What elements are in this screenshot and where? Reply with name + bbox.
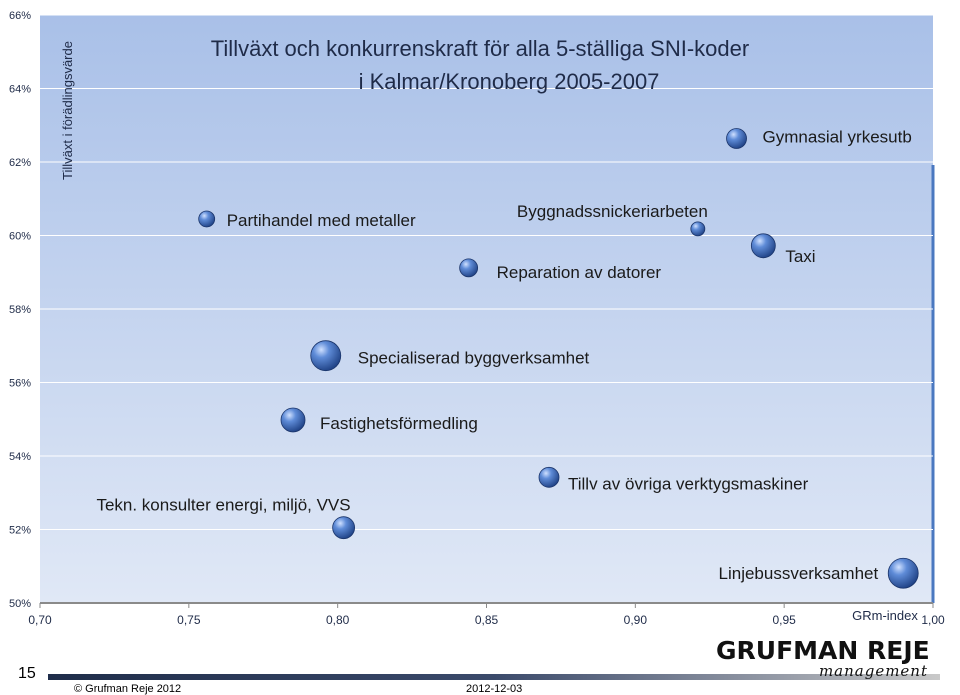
y-tick-label: 50%: [9, 598, 31, 610]
x-tick-label: 0,95: [772, 613, 796, 627]
company-logo: GRUFMAN REJE management: [716, 636, 946, 680]
scatter-chart: 50% 52% 54% 56% 58% 60% 62% 64% 66% 0,70 0,75 0,80 0…: [9, 10, 945, 627]
x-tick-label: 0,80: [326, 613, 350, 627]
y-tick-label: 52%: [9, 525, 31, 537]
data-point: [310, 340, 342, 372]
data-label: Partihandel med metaller: [227, 211, 416, 230]
y-tick-label: 62%: [9, 157, 31, 169]
data-point: [198, 210, 216, 228]
slide-number: 15: [18, 665, 36, 682]
footer-date: 2012-12-03: [466, 683, 523, 695]
data-point: [726, 128, 747, 149]
data-point: [538, 466, 560, 488]
data-point: [332, 516, 356, 540]
x-tick-label: 1,00: [921, 613, 945, 627]
data-label: Byggnadssnickeriarbeten: [517, 202, 708, 221]
grid-lines: [40, 14, 933, 530]
axes: 50% 52% 54% 56% 58% 60% 62% 64% 66% 0,70 0,75 0,80 0…: [9, 10, 945, 627]
data-label: Gymnasial yrkesutb: [763, 127, 912, 146]
data-point: [690, 221, 706, 237]
y-tick-label: 64%: [9, 84, 31, 96]
logo-main-text: GRUFMAN REJE: [716, 636, 930, 665]
x-tick-label: 0,70: [28, 613, 52, 627]
y-tick-label: 56%: [9, 378, 31, 390]
data-point: [750, 233, 776, 259]
x-tick-label: 0,75: [177, 613, 201, 627]
copyright-text: © Grufman Reje 2012: [74, 683, 182, 695]
logo-sub-text: management: [818, 662, 928, 680]
x-axis-label: GRm-index: [852, 608, 918, 623]
data-label: Specialiserad byggverksamhet: [358, 349, 590, 368]
data-label: Reparation av datorer: [497, 263, 662, 282]
y-axis-label: Tillväxt i förädlingsvärde: [60, 41, 75, 180]
chart-subtitle: i Kalmar/Kronoberg 2005-2007: [359, 69, 660, 94]
data-label: Tillv av övriga verktygsmaskiner: [568, 474, 809, 493]
x-tick-label: 0,90: [624, 613, 648, 627]
y-tick-label: 54%: [9, 451, 31, 463]
x-tick-label: 0,85: [475, 613, 499, 627]
data-point: [280, 407, 306, 433]
data-label: Taxi: [785, 247, 815, 266]
y-tick-label: 58%: [9, 304, 31, 316]
data-label: Linjebussverksamhet: [719, 564, 879, 583]
data-point: [459, 258, 479, 278]
footer-divider: [48, 674, 940, 680]
data-points: Partihandel med metaller Byggnadssnickeri…: [96, 127, 919, 589]
data-label: Tekn. konsulter energi, miljö, VVS: [96, 496, 350, 515]
data-point: [887, 557, 919, 589]
data-label: Fastighetsförmedling: [320, 414, 478, 433]
y-tick-label: 60%: [9, 231, 31, 243]
chart-title: Tillväxt och konkurrenskraft för alla 5-…: [211, 36, 749, 61]
y-tick-label: 66%: [9, 10, 31, 22]
